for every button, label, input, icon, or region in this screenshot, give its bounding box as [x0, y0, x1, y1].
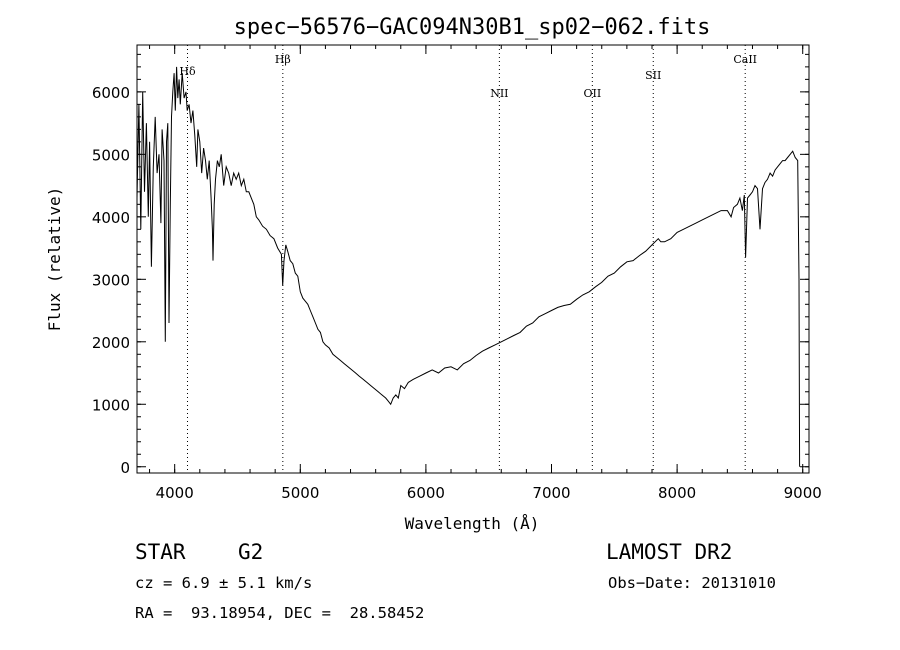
marker-label-2: NII	[490, 87, 508, 100]
axis-ticks: 4000 5000 6000 7000 8000 9000 0 1000 2000 3000 400…	[92, 45, 822, 502]
plot-frame	[136, 44, 810, 474]
marker-label-4: SII	[645, 69, 661, 82]
x-tick-label: 6000	[407, 484, 445, 502]
y-tick-label: 1000	[92, 396, 130, 414]
x-tick-label: 9000	[784, 484, 822, 502]
x-tick-label: 8000	[658, 484, 696, 502]
survey-name: LAMOST DR2	[606, 540, 733, 564]
marker-label-3: OII	[583, 87, 601, 100]
spectrum-line	[136, 66, 801, 467]
x-tick-label: 5000	[281, 484, 319, 502]
spectral-line-markers: Hδ Hβ NII OII SII CaII	[179, 45, 757, 473]
x-axis-label: Wavelength (Å)	[405, 514, 540, 533]
y-tick-label: 4000	[92, 209, 130, 227]
marker-label-0: Hδ	[179, 65, 196, 78]
marker-label-1: Hβ	[275, 53, 291, 66]
y-tick-label: 5000	[92, 146, 130, 164]
object-subclass: G2	[238, 540, 264, 564]
object-class: STAR	[135, 540, 186, 564]
y-tick-label: 6000	[92, 84, 130, 102]
y-axis-label: Flux (relative)	[45, 187, 64, 332]
y-tick-label: 2000	[92, 334, 130, 352]
marker-label-5: CaII	[733, 53, 757, 66]
x-tick-label: 7000	[532, 484, 570, 502]
y-tick-label: 3000	[92, 271, 130, 289]
obs-date: Obs−Date: 20131010	[608, 574, 776, 592]
y-tick-label: 0	[120, 459, 130, 477]
redshift-value: cz = 6.9 ± 5.1 km/s	[135, 574, 313, 592]
chart-title: spec−56576−GAC094N30B1_sp02−062.fits	[234, 15, 711, 40]
x-tick-label: 4000	[156, 484, 194, 502]
coordinates: RA = 93.18954, DEC = 28.58452	[135, 604, 425, 622]
